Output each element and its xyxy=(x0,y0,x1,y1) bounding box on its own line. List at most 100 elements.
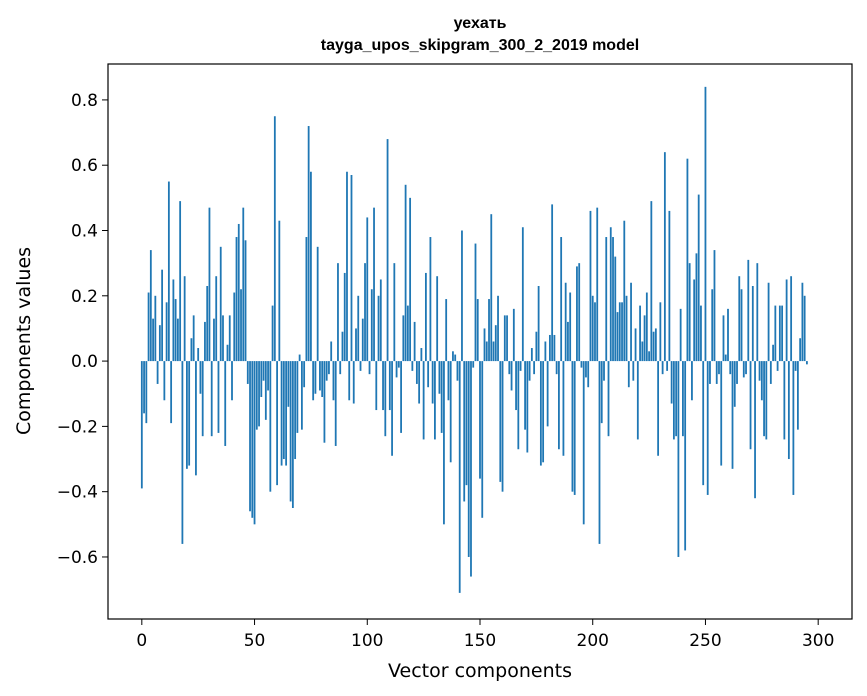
bar xyxy=(603,361,605,381)
bar xyxy=(436,276,439,362)
bar xyxy=(731,361,734,469)
bar xyxy=(454,354,457,362)
bar xyxy=(596,207,599,362)
bar xyxy=(404,184,407,362)
bar xyxy=(163,361,166,401)
bar xyxy=(476,299,479,362)
bar xyxy=(600,361,603,424)
bar xyxy=(481,361,484,518)
bar xyxy=(373,207,375,362)
bar xyxy=(553,334,556,362)
bar xyxy=(228,315,231,362)
bar xyxy=(652,331,655,362)
bar xyxy=(285,361,288,466)
bar xyxy=(785,279,788,362)
bar xyxy=(154,295,157,362)
bar xyxy=(720,361,723,466)
bar xyxy=(438,361,441,394)
bar xyxy=(607,361,610,437)
bar xyxy=(149,250,152,362)
bar xyxy=(386,139,389,362)
bar xyxy=(143,361,145,414)
bar xyxy=(630,282,632,362)
bar xyxy=(280,361,283,466)
bar xyxy=(188,361,191,466)
bar xyxy=(528,361,531,381)
bar xyxy=(677,361,680,557)
bar xyxy=(366,217,369,362)
bar xyxy=(287,361,290,407)
bar xyxy=(273,116,276,362)
bar xyxy=(420,348,423,362)
bar xyxy=(783,361,786,440)
bar xyxy=(483,328,486,362)
bar xyxy=(258,361,260,427)
bar xyxy=(754,361,756,499)
x-axis-label: Vector components xyxy=(388,660,572,682)
bar xyxy=(233,292,236,362)
bar xyxy=(645,292,648,362)
bar xyxy=(253,361,256,525)
bar xyxy=(174,299,177,362)
bar xyxy=(176,318,179,362)
bar xyxy=(625,295,628,362)
bar xyxy=(343,272,346,362)
bar xyxy=(213,318,215,362)
bar xyxy=(312,361,315,401)
bar xyxy=(231,361,233,401)
bar xyxy=(688,263,691,362)
bar xyxy=(675,361,678,437)
bar xyxy=(461,230,463,362)
y-axis-label: Components values xyxy=(13,247,35,435)
bar xyxy=(530,348,533,362)
bar xyxy=(422,361,425,440)
bar xyxy=(648,351,650,362)
bar xyxy=(736,361,738,384)
bar xyxy=(192,315,195,362)
bar xyxy=(158,325,161,362)
bar xyxy=(571,361,574,492)
bar xyxy=(492,341,495,362)
y-axis-ticks: −0.6 −0.4 −0.2 0.0 0.2 0.4 0.6 0.8 xyxy=(57,91,108,568)
x-tick-label: 50 xyxy=(244,631,266,651)
bar xyxy=(472,361,475,368)
y-tick-label: 0.0 xyxy=(71,352,98,372)
bar xyxy=(447,361,450,401)
bar xyxy=(298,354,301,362)
bar xyxy=(289,361,292,502)
bar xyxy=(569,292,572,362)
bar xyxy=(199,361,202,394)
bar xyxy=(503,315,506,362)
bar xyxy=(291,361,294,508)
bar xyxy=(515,361,517,411)
bar xyxy=(197,348,200,362)
bar xyxy=(767,282,770,362)
bar xyxy=(551,204,554,362)
bar xyxy=(745,361,747,375)
bar xyxy=(542,361,545,463)
bar xyxy=(587,361,590,388)
bar xyxy=(294,361,297,460)
bar xyxy=(429,237,432,362)
bar xyxy=(470,361,472,577)
bar xyxy=(276,361,278,486)
bar xyxy=(684,361,687,551)
bar xyxy=(278,220,281,362)
bar xyxy=(282,361,285,460)
bar xyxy=(796,361,799,430)
bar xyxy=(729,361,732,375)
bar xyxy=(580,361,583,368)
bar xyxy=(747,259,750,362)
bar xyxy=(760,361,763,401)
bar xyxy=(465,361,468,486)
bar xyxy=(479,361,481,479)
bar xyxy=(165,302,168,362)
bar xyxy=(663,152,666,362)
bar xyxy=(219,246,222,362)
bar xyxy=(172,279,175,362)
bar xyxy=(614,256,617,362)
bar xyxy=(738,276,741,362)
bar xyxy=(686,158,689,362)
plot-area xyxy=(108,64,852,619)
